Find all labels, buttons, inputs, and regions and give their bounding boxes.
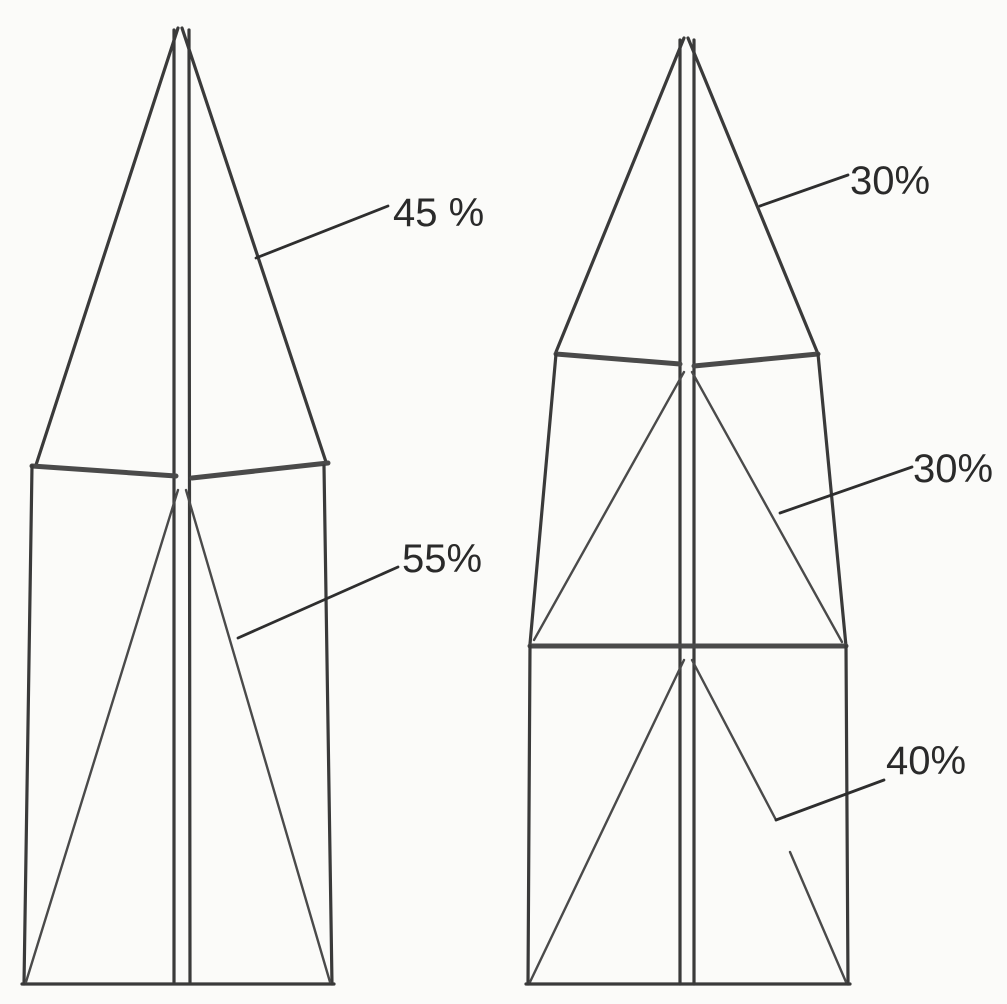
right-low-right-edge xyxy=(844,644,850,986)
left-cone-edge-left xyxy=(34,26,180,467)
left-diagonal-left xyxy=(24,488,180,984)
right-low-diagonal-right-upper xyxy=(690,658,778,822)
right-low-diagonal-right-lower xyxy=(788,850,848,984)
leader-right-top xyxy=(758,173,850,208)
leader-right-middle xyxy=(778,465,914,515)
right-upper-beam-b xyxy=(691,351,821,369)
right-mid-right-edge xyxy=(816,352,848,648)
left-cone-edge-right xyxy=(180,26,328,464)
leader-left-lower xyxy=(236,565,400,640)
label-left-lower: 55% xyxy=(402,537,482,581)
right-cone-edge-right xyxy=(686,36,820,356)
label-right-top: 30% xyxy=(850,159,930,203)
label-right-bottom: 40% xyxy=(886,739,966,783)
right-low-diagonal-left xyxy=(528,658,686,984)
left-cross-beam-a xyxy=(29,463,179,479)
right-cone-edge-left xyxy=(554,36,686,354)
right-mid-left-edge xyxy=(528,352,558,646)
right-low-left-edge xyxy=(526,644,532,986)
right-mid-diagonal-left xyxy=(532,370,686,642)
percentage-labels: 45 % 55% 30% 30% 40% xyxy=(393,159,993,783)
label-right-middle: 30% xyxy=(913,447,993,491)
left-diagonal-right xyxy=(184,488,332,984)
label-left-upper: 45 % xyxy=(393,191,484,235)
right-kite-frame xyxy=(524,36,852,986)
left-body-left-edge xyxy=(22,464,34,986)
leader-lines xyxy=(236,173,914,822)
left-body-right-edge xyxy=(322,464,334,986)
left-kite-frame xyxy=(20,26,336,986)
leader-right-bottom xyxy=(774,778,886,822)
left-cross-beam-b xyxy=(189,460,331,481)
right-mid-diagonal-right xyxy=(690,370,844,644)
leader-left-upper xyxy=(254,204,390,260)
right-upper-beam-a xyxy=(553,351,683,367)
